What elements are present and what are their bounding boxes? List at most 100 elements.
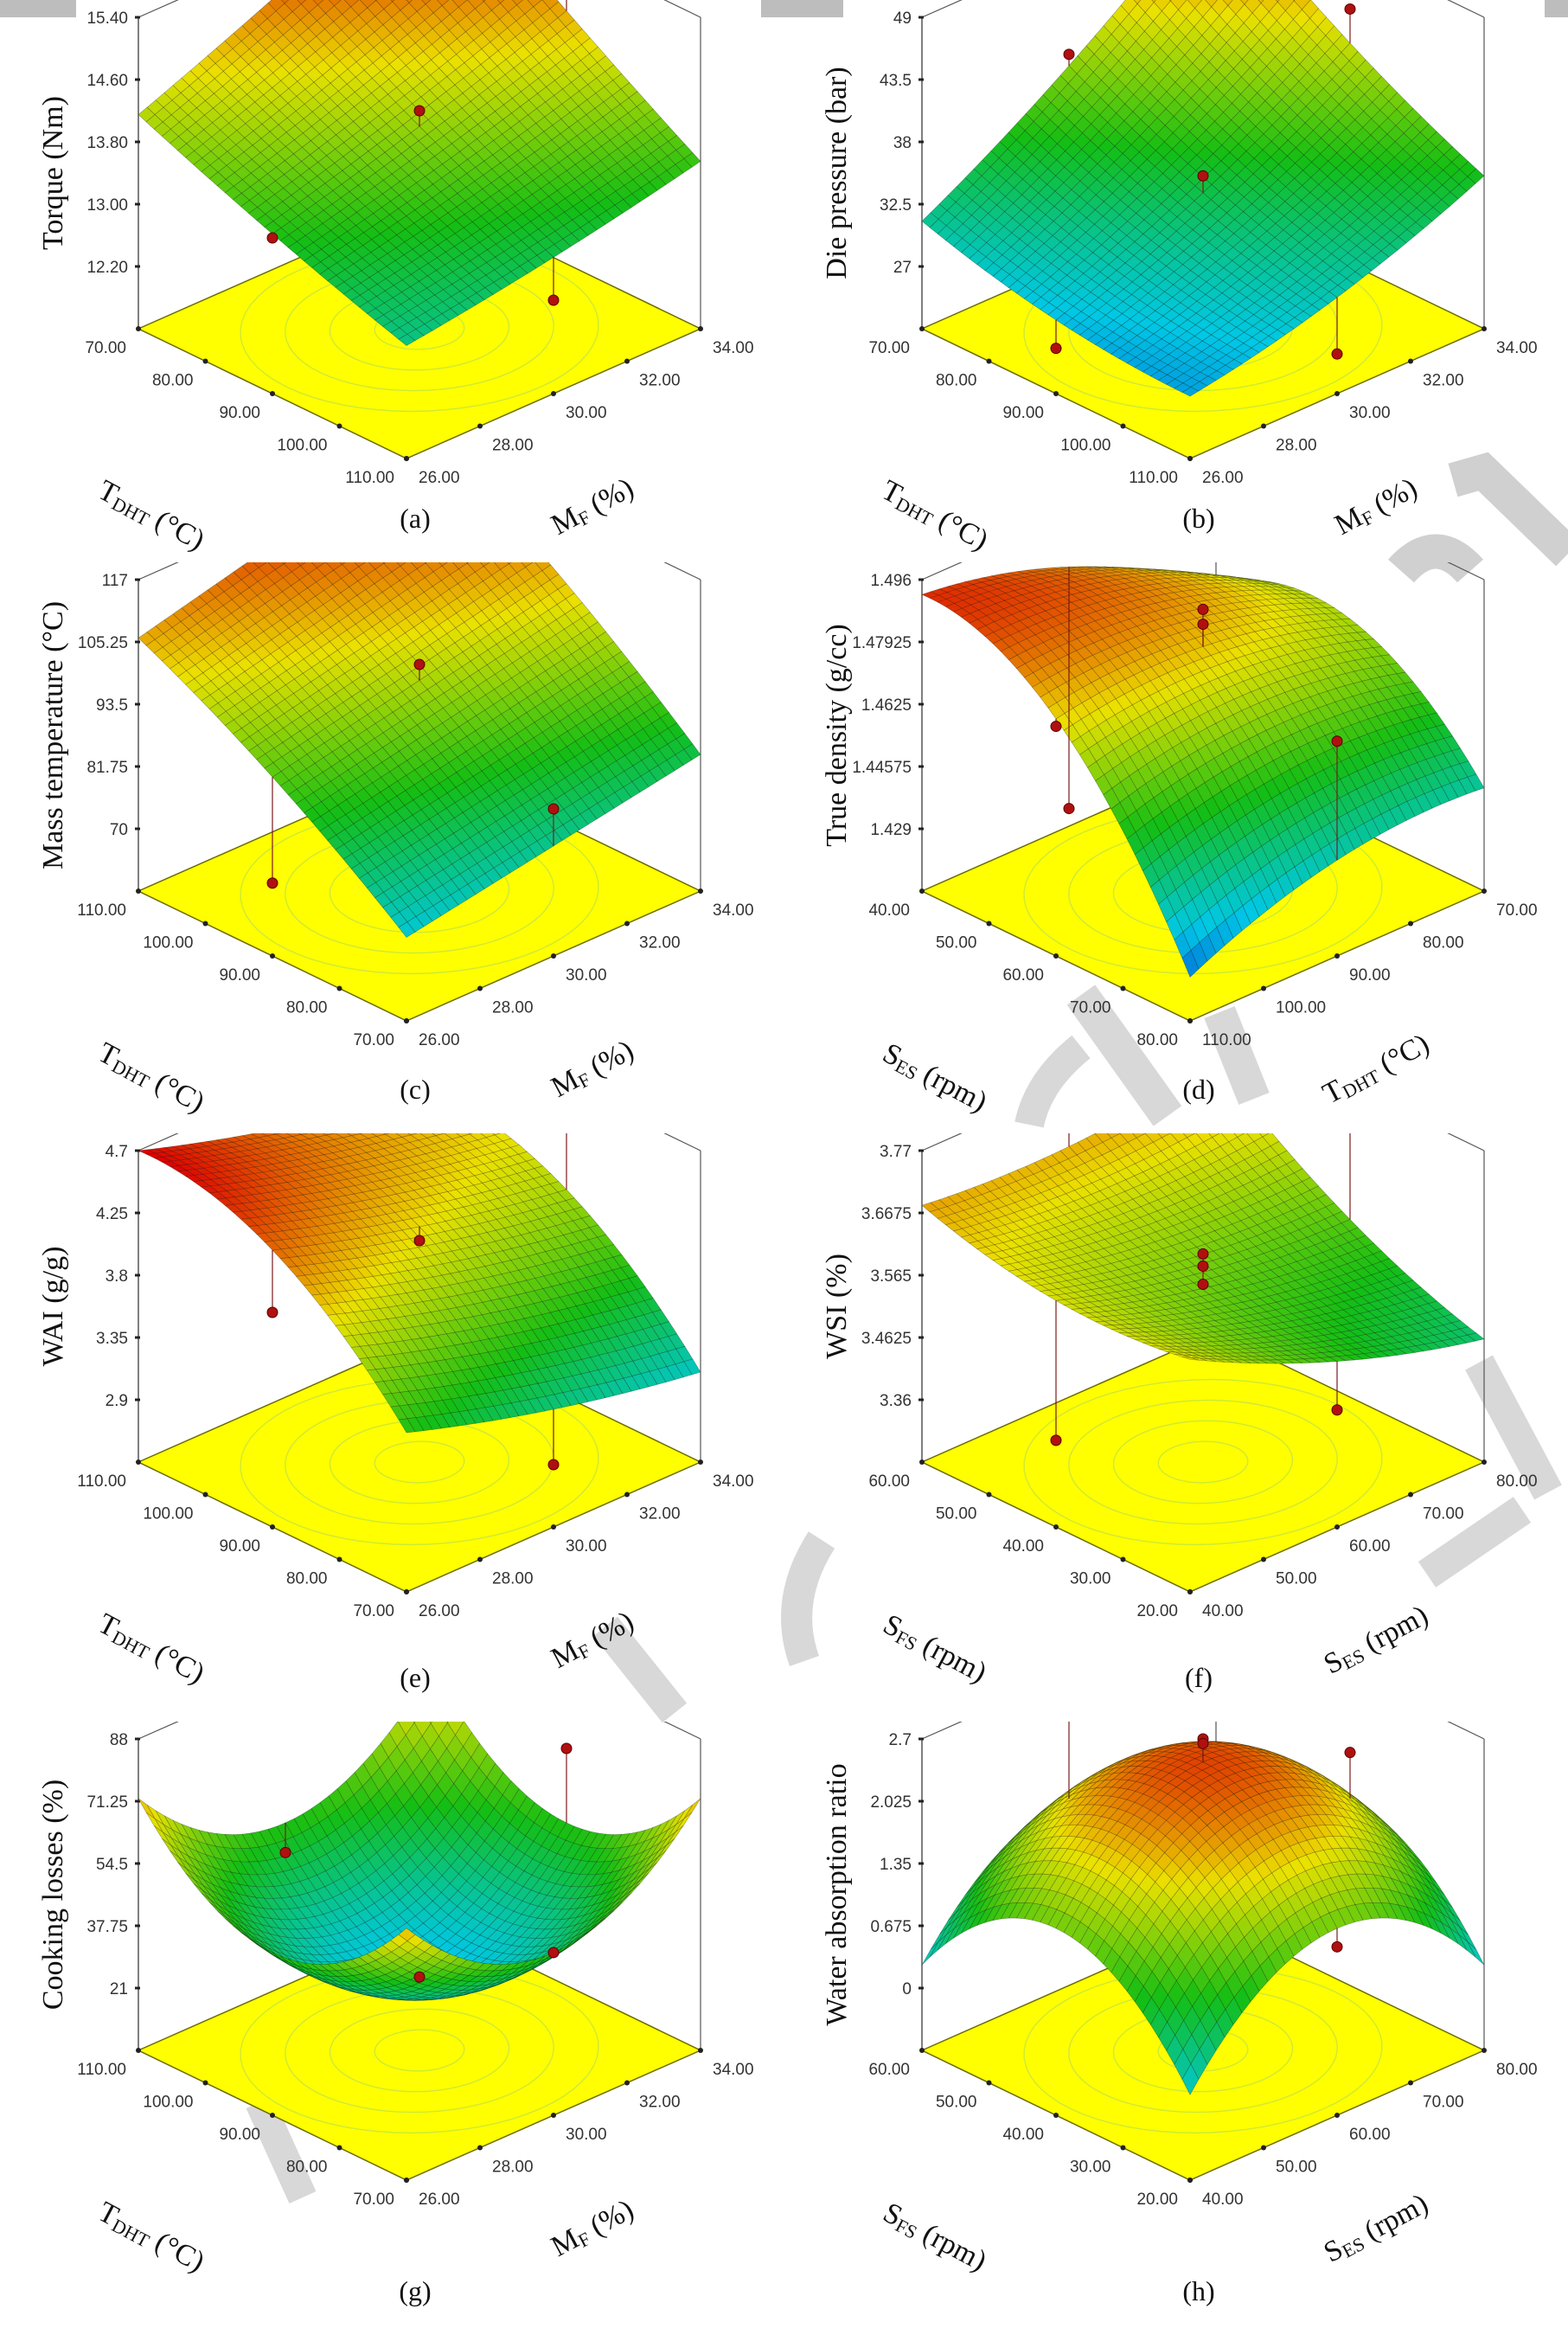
z-tick-label: 105.25 <box>78 634 128 652</box>
right-axis-tick-mark <box>477 1556 483 1562</box>
right-axis-tick-mark <box>1482 326 1487 331</box>
right-axis-tick-mark <box>404 1018 409 1023</box>
right-axis-tick-mark <box>551 1524 556 1530</box>
panel-caption: (a) <box>400 503 431 534</box>
z-tick-label: 117 <box>102 572 128 590</box>
left-axis-title: TDHT (°C) <box>876 474 994 557</box>
design-point <box>1331 735 1343 747</box>
z-tick-label: 4.25 <box>96 1205 128 1223</box>
z-tick-label: 4.7 <box>106 1143 128 1161</box>
z-axis-title: WAI (g/g) <box>37 1247 69 1367</box>
right-axis-tick-label: 30.00 <box>1349 404 1391 422</box>
left-axis-tick-label: 90.00 <box>219 404 260 422</box>
design-point <box>266 232 278 244</box>
design-point <box>266 877 278 889</box>
left-axis-tick-mark <box>1120 985 1126 991</box>
right-axis-tick-mark <box>1187 1018 1193 1023</box>
right-axis-tick-label: 28.00 <box>492 437 534 455</box>
left-axis-tick-label: 60.00 <box>1002 966 1044 985</box>
z-axis-title: Die pressure (bar) <box>821 67 853 279</box>
right-axis-tick-label: 32.00 <box>639 372 681 390</box>
panel-caption: (b) <box>1182 503 1214 534</box>
left-axis-tick-mark <box>1053 391 1059 396</box>
left-axis-tick-mark <box>1053 953 1059 959</box>
watermark-fragment-top-left <box>0 0 76 17</box>
z-tick-label: 15.40 <box>86 10 128 28</box>
right-axis-tick-mark <box>1334 953 1340 959</box>
right-axis-tick-label: 28.00 <box>492 999 534 1017</box>
z-axis-title: True density (g/cc) <box>821 624 853 846</box>
left-axis-tick-label: 80.00 <box>936 372 977 390</box>
chart-panel-a: 12.20 13.00 13.80 14.60 15.40 Torque (Nm) 70.0… <box>0 0 784 562</box>
left-axis-tick-mark <box>336 1556 342 1562</box>
right-axis-tick-label: 26.00 <box>419 469 460 487</box>
chart-panel-e: 2.9 3.35 3.8 4.25 4.7 WAI (g/g) 110.00 100.00 90… <box>0 1133 784 1722</box>
right-axis-tick-mark <box>624 358 630 364</box>
left-axis-tick-label: 100.00 <box>277 437 327 455</box>
left-axis-tick-label: 100.00 <box>143 934 193 953</box>
right-axis-tick-label: 110.00 <box>1202 1031 1251 1049</box>
z-tick-label: 1.429 <box>870 821 912 839</box>
left-axis-tick-mark <box>336 985 342 991</box>
z-tick-label: 38 <box>893 134 912 152</box>
z-tick-label: 2.9 <box>106 1392 128 1410</box>
left-axis-tick-label: 80.00 <box>152 372 194 390</box>
right-axis-tick-label: 34.00 <box>713 1472 754 1491</box>
right-axis-tick-label: 30.00 <box>566 1537 607 1556</box>
design-point <box>1344 3 1356 15</box>
right-axis-tick-label: 90.00 <box>1349 966 1391 985</box>
right-axis-tick-mark <box>1482 888 1487 894</box>
box-edge-top-right <box>1447 562 1485 581</box>
design-point <box>1197 603 1209 615</box>
right-axis-tick-mark <box>1261 423 1266 429</box>
right-axis-tick-mark <box>624 1491 630 1498</box>
z-tick-label: 13.80 <box>86 134 128 152</box>
chart-panel-b: 27 32.5 38 43.5 49 Die pressure (bar) 70.00 80.… <box>784 0 1567 562</box>
left-axis-title: TDHT (°C) <box>93 474 210 557</box>
floor-contours <box>240 1378 599 1546</box>
right-axis-tick-mark <box>1408 358 1413 364</box>
right-axis-title: MF (%) <box>546 471 639 542</box>
right-axis-tick-label: 26.00 <box>419 1602 460 1620</box>
left-axis-tick-mark <box>986 358 992 364</box>
response-surface <box>137 1133 701 1434</box>
design-points <box>1050 567 1343 861</box>
contour-line <box>1068 828 1338 954</box>
right-axis-tick-label: 26.00 <box>419 1031 460 1049</box>
z-tick-label: 81.75 <box>86 759 128 777</box>
left-axis-tick-mark <box>136 888 141 894</box>
right-axis-tick-label: 30.00 <box>566 404 607 422</box>
contour-line <box>285 1399 554 1525</box>
panel-caption: (d) <box>1182 1074 1214 1105</box>
z-tick-label: 32.5 <box>880 196 912 215</box>
right-axis-tick-mark <box>698 326 703 331</box>
contour-line <box>240 807 599 975</box>
right-axis-tick-mark <box>551 391 556 396</box>
contour-line <box>374 1440 465 1484</box>
design-point <box>413 105 426 117</box>
watermark-fragment-top-center <box>761 0 843 17</box>
design-point <box>1197 619 1209 631</box>
z-tick-label: 93.5 <box>96 696 128 715</box>
right-axis-tick-mark <box>698 1459 703 1465</box>
right-axis-tick-label: 70.00 <box>1496 901 1538 920</box>
left-axis-tick-label: 100.00 <box>143 1505 193 1524</box>
right-axis-tick-mark <box>404 456 409 461</box>
z-tick-label: 14.60 <box>86 72 128 90</box>
right-axis-tick-mark <box>1187 456 1193 461</box>
left-axis-tick-label: 90.00 <box>219 1537 260 1556</box>
right-axis-title: MF (%) <box>546 1034 639 1104</box>
design-point <box>547 294 560 306</box>
design-point <box>1063 803 1075 815</box>
right-axis-tick-mark <box>551 953 556 959</box>
right-axis-tick-label: 34.00 <box>1496 339 1538 357</box>
chart-panel-c: 70 81.75 93.5 105.25 117 Mass temperature (°C… <box>0 562 784 1133</box>
right-axis-tick-label: 26.00 <box>1202 469 1244 487</box>
z-tick-label: 1.4625 <box>861 696 912 715</box>
left-axis-tick-label: 50.00 <box>936 934 977 953</box>
z-tick-label: 70 <box>110 821 128 839</box>
right-axis-tick-mark <box>1334 391 1340 396</box>
design-point <box>547 803 560 815</box>
left-axis-tick-mark <box>986 921 992 927</box>
contour-line <box>285 266 554 392</box>
